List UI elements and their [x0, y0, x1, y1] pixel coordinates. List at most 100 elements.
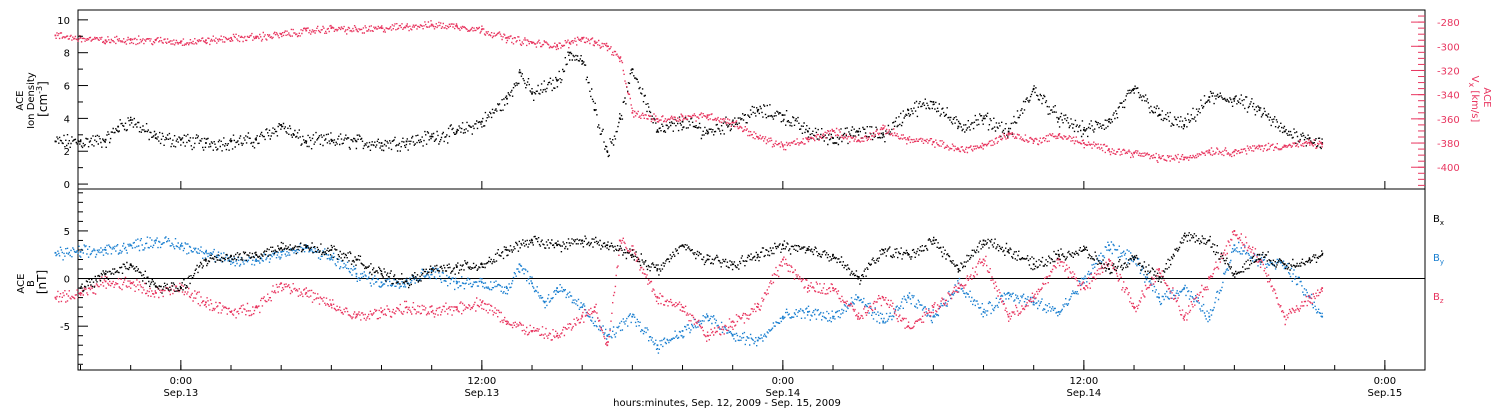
vx-series-point — [1208, 149, 1211, 152]
by-series-point — [706, 315, 709, 318]
ion-density-series-point — [756, 109, 759, 112]
top-left-tick-label: 10 — [57, 16, 70, 27]
by-series-point — [104, 249, 107, 251]
bx-series-samples — [80, 232, 1324, 294]
vx-series-point — [455, 24, 458, 27]
bz-series — [54, 230, 1324, 347]
vx-series-point — [581, 36, 584, 39]
by-series-samples — [55, 236, 1323, 354]
vx-series-point — [305, 29, 308, 32]
bz-series-point — [681, 306, 684, 309]
ion-density-series-point — [154, 137, 157, 139]
bx-series-point — [380, 272, 383, 275]
vx-series-point — [430, 23, 433, 26]
by-series-point — [79, 250, 82, 253]
by-series-point — [430, 270, 433, 272]
bx-series-point — [556, 244, 559, 247]
by-series-point — [556, 287, 559, 289]
vx-series-point — [104, 39, 107, 42]
ion-density-series-point — [1133, 87, 1135, 90]
bx-series-point — [957, 268, 960, 270]
ion-density-series-samples — [55, 51, 1323, 158]
bz-series-point — [756, 306, 759, 309]
ion-density-series-point — [480, 120, 483, 123]
by-series-point — [480, 281, 483, 284]
bottom-tick-label: 0 — [64, 275, 70, 286]
by-series — [54, 236, 1324, 354]
bx-series-point — [832, 253, 834, 256]
by-series-point — [330, 256, 333, 259]
legend-subscript: y — [1440, 258, 1444, 266]
bx-series-point — [706, 258, 709, 261]
bz-series-point — [455, 306, 458, 309]
vx-series-point — [1108, 148, 1110, 150]
vx-series — [54, 20, 1324, 163]
ion-density-series-point — [1208, 96, 1211, 98]
x-tick-time: 0:00 — [170, 376, 192, 387]
by-series-point — [543, 301, 546, 304]
ion-density-series-point — [430, 135, 433, 138]
top-right-tick-label: -360 — [1437, 115, 1460, 126]
ion-density-series-point — [305, 140, 308, 143]
vx-series-point — [568, 41, 571, 44]
bz-series-point — [305, 291, 308, 294]
bz-series-point — [129, 282, 132, 285]
vx-series-point — [506, 36, 508, 39]
bz-series-point — [731, 320, 734, 323]
by-series-point — [255, 258, 257, 261]
top-left-tick-label: 4 — [64, 114, 70, 125]
x-tick-date: Sep.13 — [464, 388, 499, 399]
bx-series-point — [756, 253, 759, 256]
x-tick-date: Sep.14 — [765, 388, 800, 399]
vx-series-point — [79, 36, 82, 39]
ion-density-series-point — [618, 117, 621, 120]
bx-series-point — [1032, 263, 1035, 266]
ion-density-series-point — [556, 79, 559, 82]
ion-density-series-point — [355, 140, 358, 143]
bz-series-point — [1208, 277, 1211, 280]
bz-series-samples — [55, 230, 1323, 345]
bz-series-point — [1108, 258, 1110, 261]
ion-density-series-point — [179, 138, 182, 141]
bx-series-point — [1183, 234, 1186, 237]
ion-density-series-point — [706, 130, 709, 133]
bx-series-point — [154, 285, 157, 288]
ion-density-series-point — [1007, 130, 1010, 133]
bz-series-point — [957, 287, 960, 289]
ion-density-series-point — [932, 101, 935, 103]
bz-series-point — [1057, 258, 1060, 261]
bz-series-point — [982, 258, 985, 261]
top-right-tick-label: -340 — [1437, 91, 1460, 102]
ion-density-series-point — [957, 125, 960, 128]
top-left-tick-label: 6 — [64, 82, 70, 93]
bx-series-point — [305, 246, 308, 249]
ion-density-series-point — [982, 117, 985, 120]
bx-series-point — [857, 277, 860, 280]
vx-series-point — [593, 40, 596, 43]
by-series-point — [1183, 287, 1186, 289]
ion-density-series-point — [506, 97, 508, 100]
by-series-point — [455, 282, 458, 285]
bz-series-point — [1183, 315, 1186, 318]
vx-series-point — [631, 111, 634, 114]
vx-series-point — [230, 36, 232, 39]
top-right-tick-label: -300 — [1437, 42, 1460, 53]
vx-series-point — [606, 45, 609, 48]
ion-density-series-point — [907, 109, 910, 112]
bz-series-point — [1321, 287, 1324, 289]
x-tick-time: 12:00 — [1069, 376, 1098, 387]
bx-series-point — [1258, 253, 1261, 256]
bz-series-point — [581, 315, 584, 318]
by-series-point — [1158, 296, 1161, 299]
bx-series-point — [606, 244, 609, 247]
ion-density-series-point — [581, 60, 584, 62]
ion-density-series-point — [205, 142, 207, 144]
bz-series-point — [1158, 268, 1161, 270]
ion-density-series-point — [882, 133, 885, 136]
ion-density-series-point — [280, 124, 283, 126]
vx-series-point — [1183, 156, 1186, 159]
bz-series-point — [330, 304, 333, 307]
bottom-ylabel: ACE B [nT] — [16, 270, 49, 294]
bx-series-point — [430, 268, 433, 270]
